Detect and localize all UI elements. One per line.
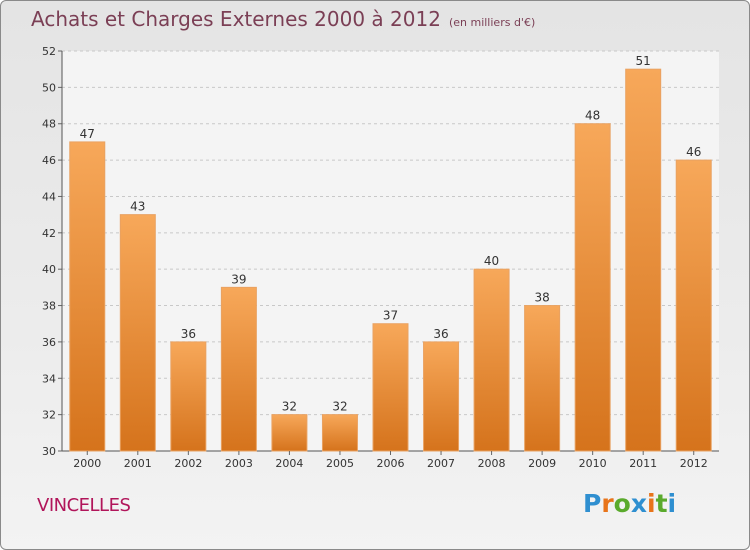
proxiti-logo: Proxiti	[583, 489, 677, 518]
x-tick-label: 2012	[680, 457, 708, 470]
x-tick-label: 2006	[377, 457, 405, 470]
data-label: 40	[484, 254, 499, 268]
x-tick-label: 2010	[579, 457, 607, 470]
data-label: 43	[130, 200, 145, 214]
x-tick-label: 2004	[275, 457, 303, 470]
y-tick-label: 52	[42, 45, 56, 58]
data-label: 32	[332, 400, 347, 414]
town-name: VINCELLES	[37, 495, 131, 516]
bar-2005	[321, 414, 358, 452]
y-tick-label: 42	[42, 227, 56, 240]
data-label: 48	[585, 109, 600, 123]
bar-2004	[271, 414, 308, 452]
bar-2006	[372, 323, 409, 452]
chart-subtitle: (en milliers d'€)	[448, 16, 536, 29]
bar-2008	[473, 268, 510, 452]
y-tick-label: 34	[42, 372, 56, 385]
y-tick-label: 30	[42, 445, 56, 458]
y-tick-label: 32	[42, 409, 56, 422]
bar-2011	[625, 68, 662, 452]
y-tick-label: 38	[42, 300, 56, 313]
bar-2000	[69, 141, 106, 452]
bar-2009	[524, 305, 561, 452]
y-tick-label: 46	[42, 154, 56, 167]
chart-title: Achats et Charges Externes 2000 à 2012 (e…	[31, 7, 535, 31]
data-label: 36	[181, 327, 196, 341]
x-tick-label: 2011	[629, 457, 657, 470]
data-label: 37	[383, 309, 398, 323]
data-label: 47	[80, 127, 95, 141]
chart-title-text: Achats et Charges Externes 2000 à 2012	[31, 7, 441, 31]
data-label: 46	[686, 145, 701, 159]
y-tick-label: 40	[42, 263, 56, 276]
x-tick-label: 2002	[174, 457, 202, 470]
x-tick-label: 2009	[528, 457, 556, 470]
y-tick-label: 50	[42, 81, 56, 94]
bar-2007	[423, 341, 460, 452]
x-tick-label: 2005	[326, 457, 354, 470]
y-tick-label: 48	[42, 118, 56, 131]
x-tick-label: 2007	[427, 457, 455, 470]
bar-2002	[170, 341, 207, 452]
bar-2012	[675, 159, 712, 452]
x-tick-label: 2001	[124, 457, 152, 470]
data-label: 38	[534, 291, 549, 305]
y-tick-label: 36	[42, 336, 56, 349]
data-label: 51	[636, 54, 651, 68]
bar-2001	[119, 214, 156, 452]
data-label: 39	[231, 272, 246, 286]
x-tick-label: 2008	[478, 457, 506, 470]
bar-2010	[574, 123, 611, 452]
data-label: 36	[433, 327, 448, 341]
y-tick-label: 44	[42, 190, 56, 203]
bar-2003	[220, 286, 257, 452]
x-tick-label: 2003	[225, 457, 253, 470]
data-label: 32	[282, 400, 297, 414]
x-tick-label: 2000	[73, 457, 101, 470]
